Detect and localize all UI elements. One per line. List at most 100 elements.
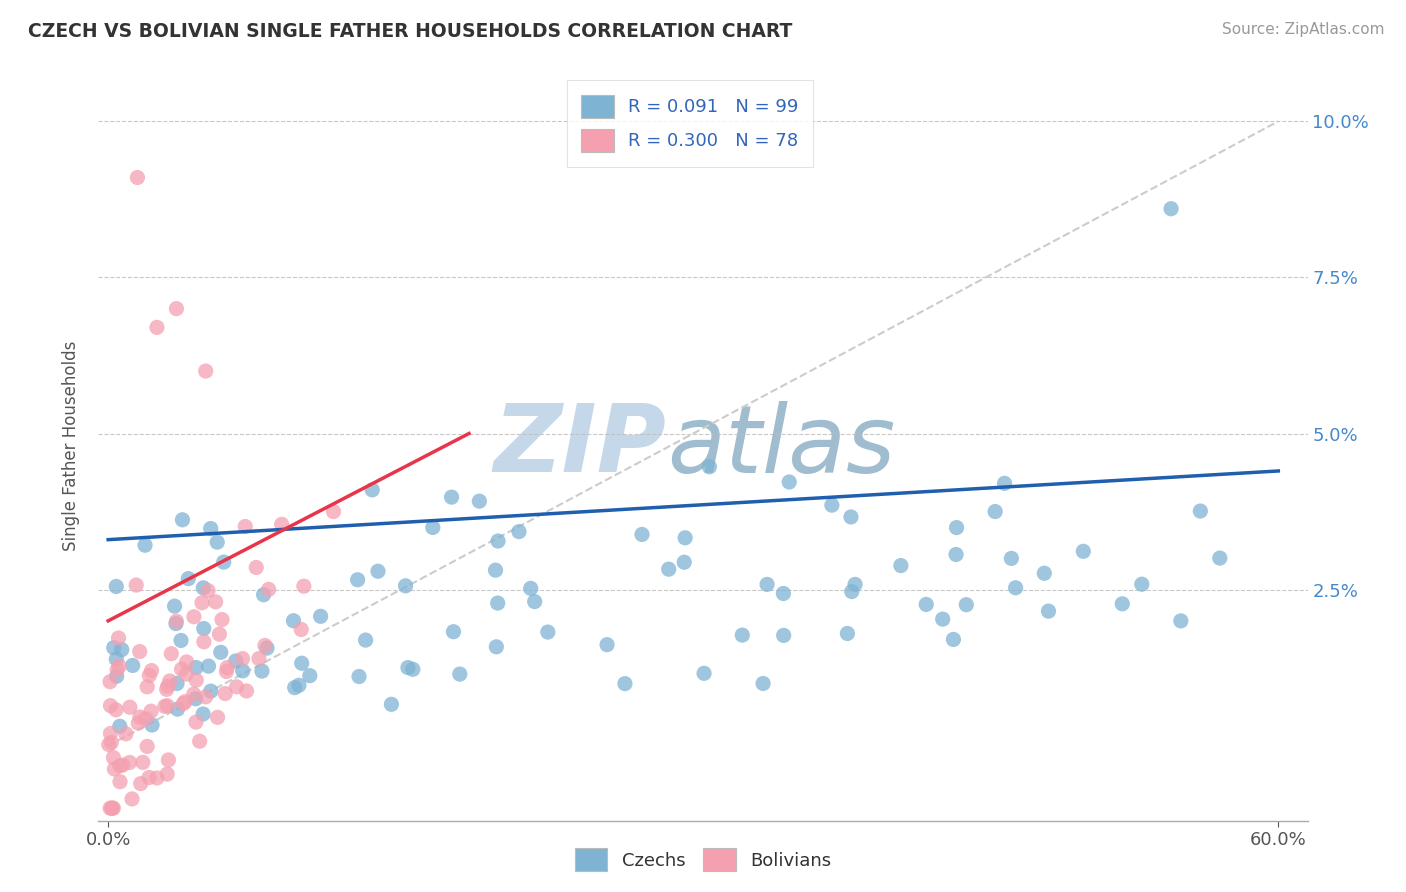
Text: ZIP: ZIP: [494, 400, 666, 492]
Point: [125, 578, 148, 592]
Point: [233, 519, 256, 533]
Point: [103, 762, 125, 776]
Point: [172, 697, 194, 711]
Point: [128, 644, 150, 658]
Point: [156, 698, 179, 713]
Point: [170, 662, 193, 676]
Point: [215, 665, 238, 679]
Point: [194, 690, 217, 704]
Point: [844, 577, 866, 591]
Point: [108, 774, 131, 789]
Point: [298, 668, 321, 682]
Point: [1033, 566, 1056, 581]
Point: [205, 535, 228, 549]
Point: [1189, 504, 1212, 518]
Point: [105, 663, 128, 677]
Point: [1000, 551, 1022, 566]
Point: [396, 660, 419, 674]
Point: [537, 625, 560, 640]
Point: [105, 669, 128, 683]
Point: [176, 655, 198, 669]
Point: [153, 699, 176, 714]
Legend: Czechs, Bolivians: Czechs, Bolivians: [568, 841, 838, 879]
Point: [183, 687, 205, 701]
Point: [191, 596, 214, 610]
Point: [247, 651, 270, 665]
Point: [136, 739, 159, 754]
Point: [103, 801, 125, 815]
Point: [468, 494, 491, 508]
Point: [200, 522, 222, 536]
Point: [141, 664, 163, 678]
Point: [253, 639, 276, 653]
Point: [945, 520, 967, 534]
Point: [105, 652, 128, 666]
Point: [156, 682, 179, 697]
Point: [284, 681, 307, 695]
Point: [837, 626, 859, 640]
Point: [422, 520, 444, 534]
Point: [108, 758, 131, 772]
Point: [211, 613, 233, 627]
Point: [523, 594, 546, 608]
Text: atlas: atlas: [666, 401, 896, 491]
Point: [193, 635, 215, 649]
Point: [135, 712, 157, 726]
Point: [257, 582, 280, 597]
Point: [108, 719, 131, 733]
Point: [184, 691, 207, 706]
Point: [165, 616, 187, 631]
Point: [159, 673, 181, 688]
Point: [256, 641, 278, 656]
Point: [658, 562, 681, 576]
Point: [290, 623, 312, 637]
Point: [673, 531, 696, 545]
Point: [1004, 581, 1026, 595]
Point: [139, 704, 162, 718]
Point: [146, 771, 169, 785]
Point: [197, 583, 219, 598]
Point: [486, 596, 509, 610]
Point: [1209, 551, 1232, 566]
Point: [931, 612, 953, 626]
Point: [1170, 614, 1192, 628]
Point: [204, 595, 226, 609]
Point: [193, 581, 215, 595]
Point: [449, 667, 471, 681]
Point: [235, 684, 257, 698]
Point: [197, 659, 219, 673]
Point: [108, 659, 131, 673]
Point: [184, 715, 207, 730]
Point: [380, 698, 402, 712]
Point: [118, 700, 141, 714]
Point: [136, 680, 159, 694]
Point: [756, 577, 779, 591]
Point: [200, 684, 222, 698]
Point: [98, 674, 121, 689]
Point: [128, 710, 150, 724]
Point: [156, 679, 179, 693]
Point: [292, 579, 315, 593]
Point: [160, 647, 183, 661]
Point: [519, 582, 541, 596]
Point: [166, 702, 188, 716]
Point: [772, 586, 794, 600]
Point: [100, 735, 122, 749]
Point: [138, 668, 160, 682]
Point: [772, 628, 794, 642]
Point: [174, 695, 197, 709]
Point: [172, 513, 194, 527]
Point: [596, 638, 619, 652]
Point: [915, 598, 938, 612]
Point: [115, 727, 138, 741]
Point: [225, 654, 247, 668]
Point: [252, 588, 274, 602]
Point: [778, 475, 800, 489]
Point: [103, 750, 125, 764]
Point: [111, 758, 134, 772]
Point: [443, 624, 465, 639]
Point: [134, 538, 156, 552]
Point: [346, 573, 368, 587]
Point: [163, 599, 186, 614]
Point: [101, 801, 124, 815]
